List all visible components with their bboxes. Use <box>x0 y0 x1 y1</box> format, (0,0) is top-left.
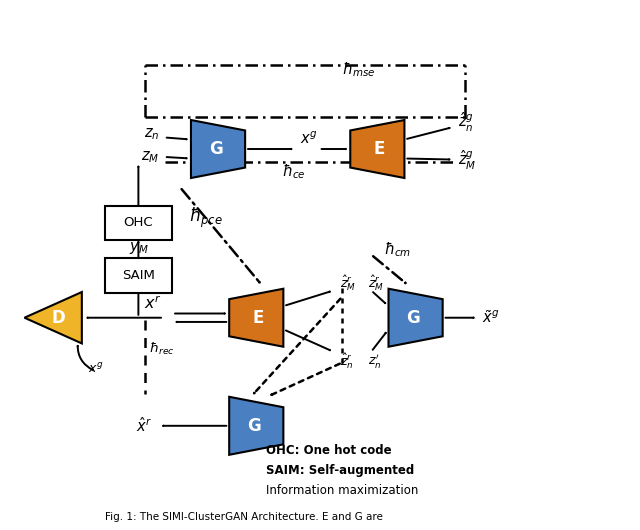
Polygon shape <box>388 289 443 347</box>
Text: OHC: OHC <box>124 216 153 229</box>
Text: $\hbar_{mse}$: $\hbar_{mse}$ <box>342 60 375 80</box>
Text: $\hat{z}_M^r$: $\hat{z}_M^r$ <box>368 273 384 293</box>
Text: $x^g$: $x^g$ <box>88 363 104 376</box>
Text: $y_M$: $y_M$ <box>129 240 148 256</box>
Text: $z_n^{\prime}$: $z_n^{\prime}$ <box>368 352 381 370</box>
Text: $z_M$: $z_M$ <box>141 149 159 165</box>
Polygon shape <box>191 120 245 178</box>
Text: $\hbar_{rec}$: $\hbar_{rec}$ <box>149 341 175 357</box>
Text: $\hbar_{ce}$: $\hbar_{ce}$ <box>282 162 305 181</box>
Text: OHC: One hot code: OHC: One hot code <box>266 444 392 457</box>
Text: Information maximization: Information maximization <box>266 483 418 497</box>
Polygon shape <box>350 120 404 178</box>
Text: $\hat{x}^r$: $\hat{x}^r$ <box>136 417 152 435</box>
Text: G: G <box>209 140 223 158</box>
Text: SAIM: SAIM <box>122 269 155 282</box>
Text: G: G <box>406 308 420 326</box>
Text: $\hat{z}_n^g$: $\hat{z}_n^g$ <box>458 111 474 134</box>
Text: $\tilde{x}^g$: $\tilde{x}^g$ <box>482 310 499 326</box>
Text: $\hat{z}_n^r$: $\hat{z}_n^r$ <box>340 351 354 371</box>
Text: $\hbar_{pce}$: $\hbar_{pce}$ <box>189 206 223 229</box>
Text: E: E <box>374 140 385 158</box>
Text: $x^r$: $x^r$ <box>144 294 162 312</box>
Polygon shape <box>24 292 82 343</box>
Text: $\hat{z}_M^r$: $\hat{z}_M^r$ <box>340 273 356 293</box>
FancyBboxPatch shape <box>105 259 172 293</box>
Text: $\hat{z}_M^g$: $\hat{z}_M^g$ <box>458 149 476 172</box>
Polygon shape <box>229 397 284 455</box>
FancyBboxPatch shape <box>105 206 172 240</box>
Text: $x^g$: $x^g$ <box>300 130 317 147</box>
Text: E: E <box>253 308 264 326</box>
Text: SAIM: Self-augmented: SAIM: Self-augmented <box>266 464 414 477</box>
Text: $\hbar_{cm}$: $\hbar_{cm}$ <box>384 240 411 259</box>
Text: $z_n$: $z_n$ <box>144 126 159 142</box>
Text: G: G <box>247 417 261 435</box>
Text: D: D <box>51 308 65 326</box>
Text: Fig. 1: The SIMI-ClusterGAN Architecture. E and G are: Fig. 1: The SIMI-ClusterGAN Architecture… <box>104 512 383 522</box>
Polygon shape <box>229 289 284 347</box>
